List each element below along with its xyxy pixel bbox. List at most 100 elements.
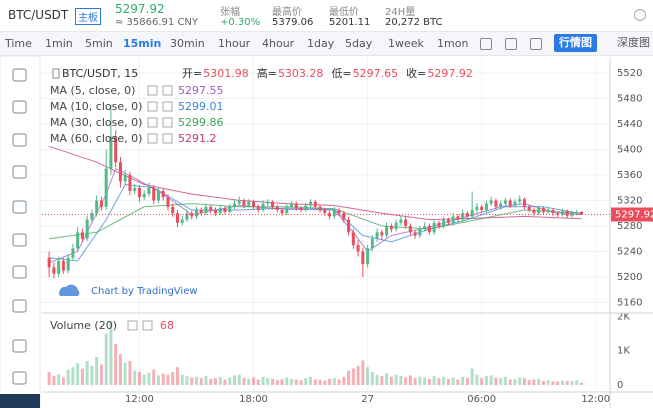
- candle-body: [309, 201, 313, 206]
- tool-icon[interactable]: [480, 38, 492, 50]
- tool-icon[interactable]: [12, 233, 27, 247]
- watermark: Chart by TradingView: [91, 286, 198, 297]
- x-tick-label: 12:00: [125, 394, 154, 405]
- stat-value: 20,272 BTC: [385, 17, 443, 28]
- interval-button[interactable]: 1min: [45, 37, 73, 50]
- volume-bar: [104, 333, 108, 385]
- candle-body: [175, 213, 179, 223]
- ticker-header: BTC/USDT 主板 5297.92 ≈ 35866.91 CNY 张幅 +0…: [0, 0, 653, 32]
- tool-icon[interactable]: [12, 68, 27, 82]
- volume-bar: [579, 382, 583, 385]
- candle-body: [494, 200, 498, 207]
- candle-body: [233, 203, 237, 207]
- volume-bar: [356, 365, 360, 385]
- volume-bar: [351, 368, 355, 385]
- volume-bar: [142, 374, 146, 385]
- ohlc-label: 开=: [182, 67, 202, 80]
- candle-body: [318, 206, 322, 210]
- candle-body: [252, 201, 256, 207]
- candle-body: [299, 208, 303, 210]
- interval-button[interactable]: 4hour: [262, 37, 295, 50]
- candle-body: [147, 187, 151, 195]
- volume-bar: [156, 375, 160, 385]
- candle-body: [394, 222, 398, 230]
- volume-bar: [261, 376, 265, 385]
- tool-icon[interactable]: [12, 133, 27, 147]
- candle-body: [518, 199, 522, 202]
- ohlc-value: 5297.65: [353, 67, 399, 80]
- candle-body: [456, 216, 460, 220]
- interval-button[interactable]: 1hour: [218, 37, 251, 50]
- legend: BTC/USDT, 15 开= 5301.98 高= 5303.28 低= 5297.65 收…: [50, 66, 473, 145]
- tool-icon[interactable]: [12, 165, 27, 179]
- volume-bar: [185, 376, 189, 385]
- tool-icon[interactable]: [12, 200, 27, 214]
- volume-legend-value: 68: [160, 319, 174, 332]
- tool-icon[interactable]: [12, 100, 27, 114]
- tool-icon[interactable]: [530, 38, 542, 50]
- candle-body: [61, 261, 65, 271]
- board-badge[interactable]: 主板: [75, 8, 101, 25]
- candle-body: [579, 211, 583, 215]
- candle-body: [166, 197, 170, 207]
- candle-body: [204, 206, 208, 214]
- candle-body: [294, 203, 298, 209]
- volume-bar: [299, 380, 303, 385]
- candle-body: [156, 190, 160, 201]
- candle-body: [104, 168, 108, 207]
- candle-body: [280, 210, 284, 214]
- interval-button[interactable]: 5day: [345, 37, 373, 50]
- volume-bar: [209, 378, 213, 385]
- volume-bar: [551, 381, 555, 385]
- volume-bar: [475, 374, 479, 385]
- tool-icon[interactable]: [12, 339, 27, 353]
- candle-body: [142, 194, 146, 198]
- candle-body: [437, 222, 441, 226]
- tool-icon[interactable]: [12, 299, 27, 313]
- candle-body: [427, 225, 431, 233]
- candle-body: [575, 211, 579, 214]
- candle-body: [114, 136, 118, 163]
- volume-bar: [223, 379, 227, 385]
- y-tick-label: 5240: [617, 246, 642, 257]
- interval-button[interactable]: 1mon: [437, 37, 469, 50]
- volume-bar: [275, 379, 279, 385]
- candle-body: [290, 203, 294, 207]
- candle-body: [461, 213, 465, 220]
- y-tick-label: 5280: [617, 221, 642, 232]
- volume-bar: [90, 365, 94, 385]
- view-button[interactable]: 行情图: [554, 34, 597, 52]
- hide-icon[interactable]: [634, 9, 646, 21]
- volume-bar: [537, 378, 541, 385]
- interval-button[interactable]: 5min: [85, 37, 113, 50]
- candle-body: [442, 219, 446, 226]
- interval-button[interactable]: 1week: [388, 37, 424, 50]
- volume-bar: [152, 369, 156, 385]
- volume-bar: [418, 376, 422, 385]
- volume-bar: [47, 371, 51, 385]
- tool-icon[interactable]: [12, 371, 27, 385]
- view-button[interactable]: 深度图: [617, 36, 650, 49]
- interval-button[interactable]: 15min: [123, 37, 162, 50]
- tool-icon[interactable]: [12, 265, 27, 279]
- candle-body: [480, 206, 484, 210]
- interval-button[interactable]: Time: [5, 37, 32, 50]
- candle-body: [247, 201, 251, 206]
- volume-bar: [332, 378, 336, 385]
- volume-bar: [285, 377, 289, 385]
- volume-bar: [446, 378, 450, 385]
- candle-body: [551, 210, 555, 214]
- tool-icon[interactable]: [505, 38, 517, 50]
- legend-icon: [147, 133, 158, 144]
- legend-icon: [147, 101, 158, 112]
- candle-body: [190, 213, 194, 217]
- volume-tick-label: 0: [617, 380, 623, 391]
- candle-body: [161, 190, 165, 198]
- candle-body: [137, 187, 141, 198]
- interval-button[interactable]: 30min: [170, 37, 205, 50]
- interval-button[interactable]: 1day: [307, 37, 335, 50]
- volume-bar: [423, 377, 427, 385]
- candle-body: [66, 257, 70, 271]
- volume-bar: [404, 377, 408, 385]
